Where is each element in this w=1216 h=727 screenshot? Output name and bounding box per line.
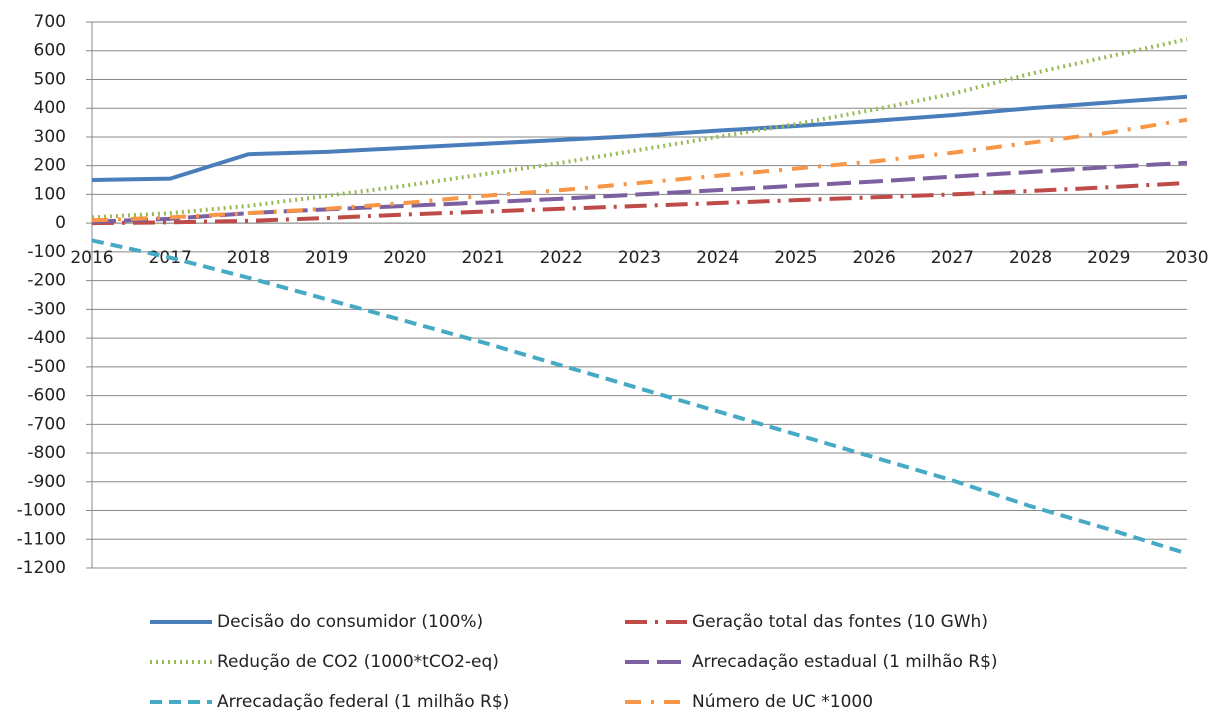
x-tick-label: 2016 [70,248,113,268]
series-line [91,117,1188,223]
x-tick-label: 2028 [1009,248,1052,268]
y-tick-label: 600 [34,41,66,61]
y-tick-label: 300 [34,127,66,147]
y-tick-label: -900 [27,472,66,492]
y-tick-label: -1100 [17,529,66,549]
y-tick-label: -400 [27,328,66,348]
y-tick-label: -700 [27,414,66,434]
legend-label: Decisão do consumidor (100%) [217,612,483,632]
x-tick-label: 2030 [1165,248,1208,268]
x-tick-label: 2018 [227,248,270,268]
legend-label: Arrecadação federal (1 milhão R$) [217,692,509,712]
x-tick-label: 2029 [1087,248,1130,268]
y-tick-label: 0 [55,213,66,233]
x-tick-label: 2020 [383,248,426,268]
x-tick-label: 2025 [774,248,817,268]
x-tick-label: 2024 [696,248,739,268]
y-tick-label: -600 [27,386,66,406]
y-tick-label: -200 [27,271,66,291]
series-line [91,180,1188,226]
y-tick-label: -1200 [17,558,66,578]
series-line [91,238,1188,556]
y-tick-label: -500 [27,357,66,377]
x-tick-label: 2021 [461,248,504,268]
x-tick-label: 2027 [931,248,974,268]
y-tick-label: 200 [34,156,66,176]
x-tick-label: 2022 [540,248,583,268]
series-line [91,37,1188,220]
y-tick-label: 400 [34,98,66,118]
legend-label: Geração total das fontes (10 GWh) [692,612,988,632]
legend-label: Número de UC *1000 [692,692,873,712]
y-tick-label: 100 [34,184,66,204]
y-tick-label: -800 [27,443,66,463]
y-tick-label: -300 [27,299,66,319]
series-line [91,94,1188,183]
y-tick-label: 700 [34,12,66,32]
x-tick-label: 2026 [853,248,896,268]
x-tick-label: 2019 [305,248,348,268]
y-tick-label: -1000 [17,501,66,521]
y-tick-label: -100 [27,242,66,262]
y-tick-label: 500 [34,69,66,89]
x-tick-label: 2023 [618,248,661,268]
legend-label: Redução de CO2 (1000*tCO2-eq) [217,652,499,672]
legend-label: Arrecadação estadual (1 milhão R$) [692,652,998,672]
